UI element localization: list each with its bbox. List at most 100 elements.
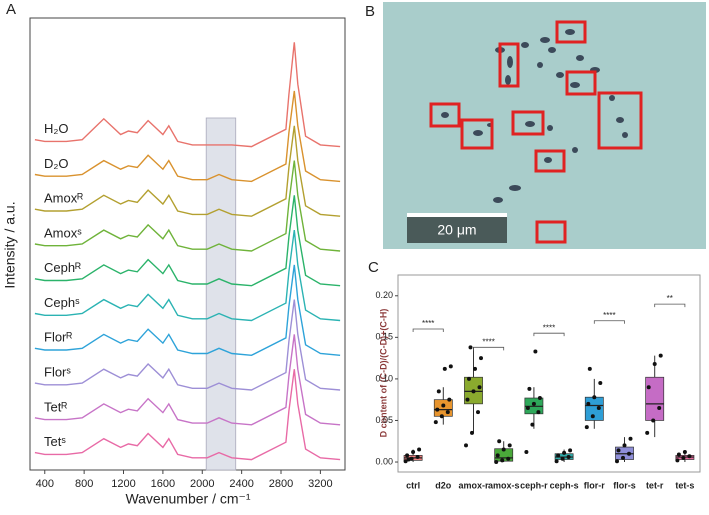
data-point xyxy=(645,430,650,435)
spectrum-line xyxy=(34,369,341,461)
data-point xyxy=(500,458,505,463)
data-point xyxy=(507,443,512,448)
series-label: D₂O xyxy=(44,156,69,171)
data-point xyxy=(464,443,468,448)
data-point xyxy=(494,460,499,465)
data-point xyxy=(590,414,595,419)
data-point xyxy=(501,447,506,452)
y-tick-label: 0.00 xyxy=(375,456,393,466)
scale-bar xyxy=(407,213,507,217)
data-point xyxy=(497,439,502,444)
data-point xyxy=(596,405,601,410)
data-point xyxy=(476,410,480,415)
y-tick-label: 0.15 xyxy=(375,332,393,342)
x-tick-label: ceph-s xyxy=(550,480,579,490)
data-point xyxy=(442,366,447,371)
data-point xyxy=(447,397,452,402)
significance-label: **** xyxy=(603,311,615,320)
x-tick-label: d2o xyxy=(435,480,452,490)
data-point xyxy=(592,395,597,400)
series-label: Florᴿ xyxy=(44,330,72,345)
spectrum-line xyxy=(34,299,341,391)
x-axis-title: Wavenumber / cm⁻¹ xyxy=(125,491,250,507)
x-tick-label: 1600 xyxy=(151,478,175,490)
spectrum-line xyxy=(34,195,341,287)
data-point xyxy=(495,453,500,458)
significance-bracket xyxy=(533,332,565,337)
data-point xyxy=(468,345,473,350)
data-point xyxy=(435,407,440,412)
series-label: Cephˢ xyxy=(44,295,80,310)
data-point xyxy=(533,349,538,354)
significance-bracket xyxy=(654,303,686,308)
plot-frame xyxy=(29,17,346,471)
data-point xyxy=(506,456,511,461)
data-point xyxy=(477,385,482,390)
data-point xyxy=(675,458,680,463)
data-point xyxy=(536,410,541,415)
series-label: H₂O xyxy=(44,121,69,136)
panel-label: C xyxy=(368,259,379,276)
data-point xyxy=(658,353,663,358)
data-point xyxy=(473,366,477,371)
y-axis-title: D content of (C-D)/(C-D)+(C-H) xyxy=(378,309,388,438)
shaded-region xyxy=(205,117,237,471)
x-tick-label: tet-r xyxy=(646,480,664,490)
series-label: Amoxᴿ xyxy=(44,191,83,206)
data-point xyxy=(524,450,529,455)
y-axis-title: Intensity / a.u. xyxy=(2,201,18,288)
micrograph: 20 μm xyxy=(383,2,706,249)
x-tick-label: ceph-r xyxy=(520,480,548,490)
x-tick-label: flor-s xyxy=(613,480,636,490)
data-point xyxy=(676,452,681,457)
data-point xyxy=(627,451,631,456)
data-point xyxy=(615,459,619,464)
plot-frame xyxy=(397,274,701,473)
x-tick-label: 2400 xyxy=(229,478,253,490)
data-point xyxy=(531,401,536,406)
data-point xyxy=(448,364,453,369)
data-point xyxy=(445,410,450,415)
x-tick-label: 2000 xyxy=(190,478,214,490)
data-point xyxy=(621,455,625,460)
y-tick-label: 0.05 xyxy=(375,415,393,425)
data-point xyxy=(530,422,535,427)
data-point xyxy=(616,448,621,453)
significance-label: **** xyxy=(482,337,494,346)
data-point xyxy=(525,405,530,410)
data-point xyxy=(598,381,603,386)
data-point xyxy=(471,389,476,394)
highlight-boxes xyxy=(429,20,643,244)
significance-label: **** xyxy=(543,323,555,332)
data-point xyxy=(657,405,662,410)
data-point xyxy=(687,454,692,459)
x-tick-label: 400 xyxy=(36,478,54,490)
series-label: Cephᴿ xyxy=(44,260,81,275)
data-point xyxy=(556,453,561,458)
data-point xyxy=(405,453,410,458)
data-point xyxy=(479,356,483,361)
spectrum-line xyxy=(34,42,341,148)
series-label: Amoxˢ xyxy=(44,225,82,240)
data-point xyxy=(417,447,422,452)
data-point xyxy=(622,443,627,448)
data-point xyxy=(441,403,446,408)
series-label: Tetᴿ xyxy=(44,399,67,414)
data-point xyxy=(560,456,565,461)
data-point xyxy=(587,366,592,371)
data-point xyxy=(586,401,591,406)
significance-bracket xyxy=(593,320,625,324)
significance-label: **** xyxy=(422,319,434,328)
x-tick-label: 800 xyxy=(75,478,93,490)
cells xyxy=(441,29,628,203)
spectrum-line xyxy=(34,125,341,217)
y-tick-label: 0.20 xyxy=(375,290,393,300)
data-point xyxy=(652,361,657,366)
data-point xyxy=(566,455,571,460)
data-point xyxy=(554,459,559,464)
data-point xyxy=(682,450,687,455)
spectrum-line xyxy=(34,160,341,252)
data-point xyxy=(409,456,414,461)
data-point xyxy=(527,386,532,391)
